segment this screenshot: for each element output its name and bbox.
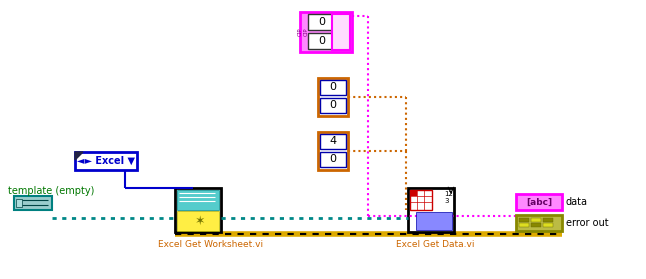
Text: ✶: ✶ xyxy=(194,215,205,227)
Bar xyxy=(531,218,541,222)
Text: 0: 0 xyxy=(329,100,337,110)
Bar xyxy=(318,78,348,116)
Text: 4: 4 xyxy=(329,136,337,146)
Bar xyxy=(308,33,336,49)
Text: Excel Get Data.vi: Excel Get Data.vi xyxy=(396,240,475,249)
Text: 12
3: 12 3 xyxy=(444,191,453,204)
Text: 0: 0 xyxy=(318,36,326,46)
Bar xyxy=(516,215,562,231)
Bar xyxy=(177,211,219,231)
Bar xyxy=(318,132,348,170)
Bar xyxy=(177,190,219,210)
Bar xyxy=(175,188,221,232)
Polygon shape xyxy=(75,152,83,160)
Bar xyxy=(320,80,346,95)
Bar xyxy=(516,194,562,210)
Text: data: data xyxy=(566,197,588,207)
Bar xyxy=(300,12,352,52)
Bar xyxy=(320,134,346,149)
Bar xyxy=(16,199,22,207)
Bar xyxy=(543,223,553,227)
Bar xyxy=(75,152,137,170)
Bar xyxy=(410,190,417,196)
Bar xyxy=(308,14,336,30)
Text: 0: 0 xyxy=(329,82,337,92)
Text: error out: error out xyxy=(566,218,609,228)
Text: CIP
CIP: CIP CIP xyxy=(298,28,308,36)
Bar xyxy=(320,98,346,113)
Bar xyxy=(519,218,529,222)
Text: template (empty): template (empty) xyxy=(8,186,94,196)
Bar xyxy=(320,152,346,167)
Text: 0: 0 xyxy=(318,17,326,27)
Bar xyxy=(531,223,541,227)
Text: 0: 0 xyxy=(329,154,337,164)
Bar xyxy=(332,14,350,50)
Bar xyxy=(416,212,452,230)
Bar xyxy=(519,223,529,227)
Bar xyxy=(408,188,454,232)
Text: Excel Get Worksheet.vi: Excel Get Worksheet.vi xyxy=(158,240,263,249)
Bar xyxy=(14,196,52,210)
Text: ◄► Excel ▼: ◄► Excel ▼ xyxy=(77,156,135,166)
Text: [abc]: [abc] xyxy=(526,198,552,206)
Bar xyxy=(543,218,553,222)
Bar xyxy=(410,190,432,210)
